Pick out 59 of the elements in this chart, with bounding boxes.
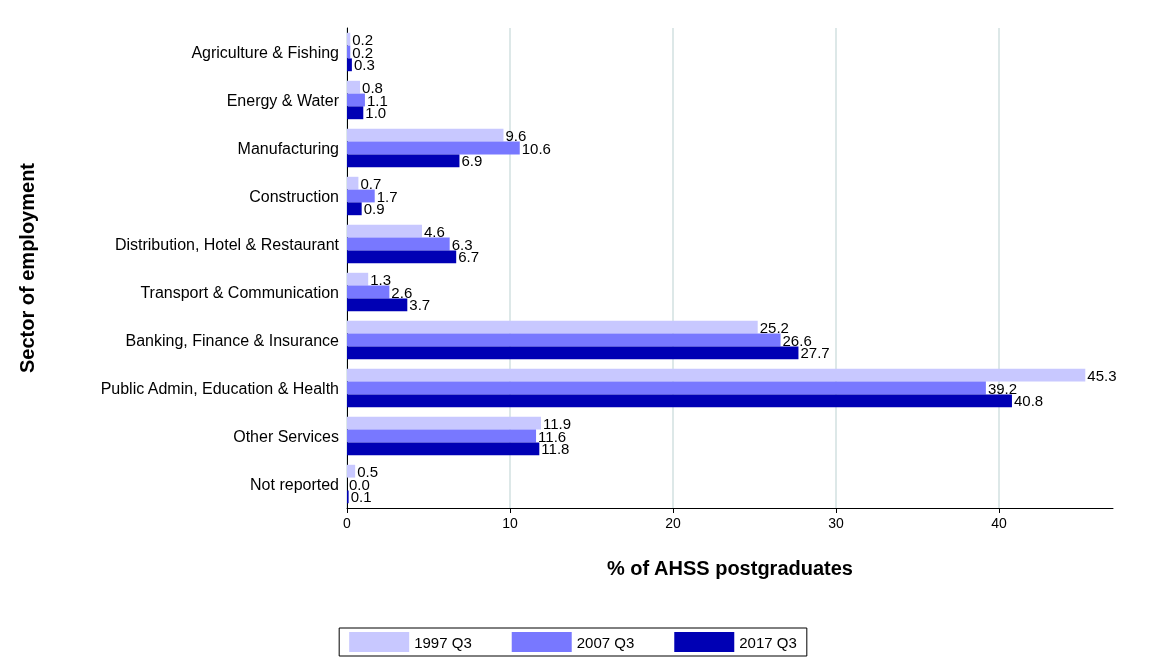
bar <box>347 346 799 360</box>
legend-label: 1997 Q3 <box>414 633 472 651</box>
bar <box>347 320 758 334</box>
bar <box>347 381 986 395</box>
data-label: 0.2 <box>352 30 374 48</box>
y-tick-label: Other Services <box>233 427 339 445</box>
data-label: 4.6 <box>423 222 445 240</box>
y-tick-label: Energy & Water <box>226 91 340 109</box>
x-tick-label: 40 <box>991 515 1007 531</box>
bar <box>347 464 356 478</box>
bar <box>347 106 364 120</box>
bar <box>347 176 359 190</box>
data-label: 1.3 <box>370 270 392 288</box>
legend-label: 2017 Q3 <box>739 633 797 651</box>
bar <box>347 368 1086 382</box>
bar <box>347 93 365 107</box>
y-tick-label: Construction <box>249 187 339 205</box>
bar <box>347 202 362 216</box>
bar <box>347 298 408 312</box>
x-tick-label: 20 <box>665 515 681 531</box>
data-label: 11.9 <box>542 414 572 432</box>
x-tick-label: 10 <box>502 515 518 531</box>
bar <box>347 32 351 46</box>
data-label: 6.9 <box>461 152 483 170</box>
data-label: 0.5 <box>357 462 379 480</box>
data-label: 9.6 <box>505 126 527 144</box>
x-axis-title: % of AHSS postgraduates <box>607 557 853 579</box>
y-tick-label: Not reported <box>250 475 339 493</box>
bar <box>347 237 450 251</box>
data-label: 6.3 <box>451 235 473 253</box>
x-tick-label: 0 <box>343 515 352 531</box>
legend-label: 2007 Q3 <box>576 633 635 651</box>
data-label: 2.6 <box>391 283 413 301</box>
y-tick-label: Transport & Communication <box>140 283 339 301</box>
y-tick-label: Manufacturing <box>237 139 339 157</box>
bar <box>347 250 457 264</box>
y-tick-label: Public Admin, Education & Health <box>100 379 339 397</box>
y-axis-title: Sector of employment <box>16 162 38 374</box>
bar <box>347 58 352 72</box>
bar <box>347 272 369 286</box>
y-tick-label: Agriculture & Fishing <box>191 43 339 61</box>
bar <box>347 429 537 443</box>
bar <box>347 285 390 299</box>
bar <box>347 416 541 430</box>
y-tick-label: Banking, Finance & Insurance <box>125 331 340 349</box>
data-label: 25.2 <box>759 318 789 336</box>
bar <box>347 394 1012 408</box>
data-label: 45.3 <box>1087 366 1117 384</box>
bar <box>347 141 520 155</box>
bar <box>347 189 375 203</box>
bar <box>347 80 361 94</box>
y-tick-label: Distribution, Hotel & Restaurant <box>114 235 340 253</box>
bar <box>347 154 460 168</box>
data-label: 0.8 <box>362 78 383 96</box>
bar <box>347 333 781 347</box>
bar <box>347 442 540 456</box>
bar <box>347 224 422 238</box>
bar <box>347 128 504 142</box>
x-tick-label: 30 <box>828 515 844 531</box>
